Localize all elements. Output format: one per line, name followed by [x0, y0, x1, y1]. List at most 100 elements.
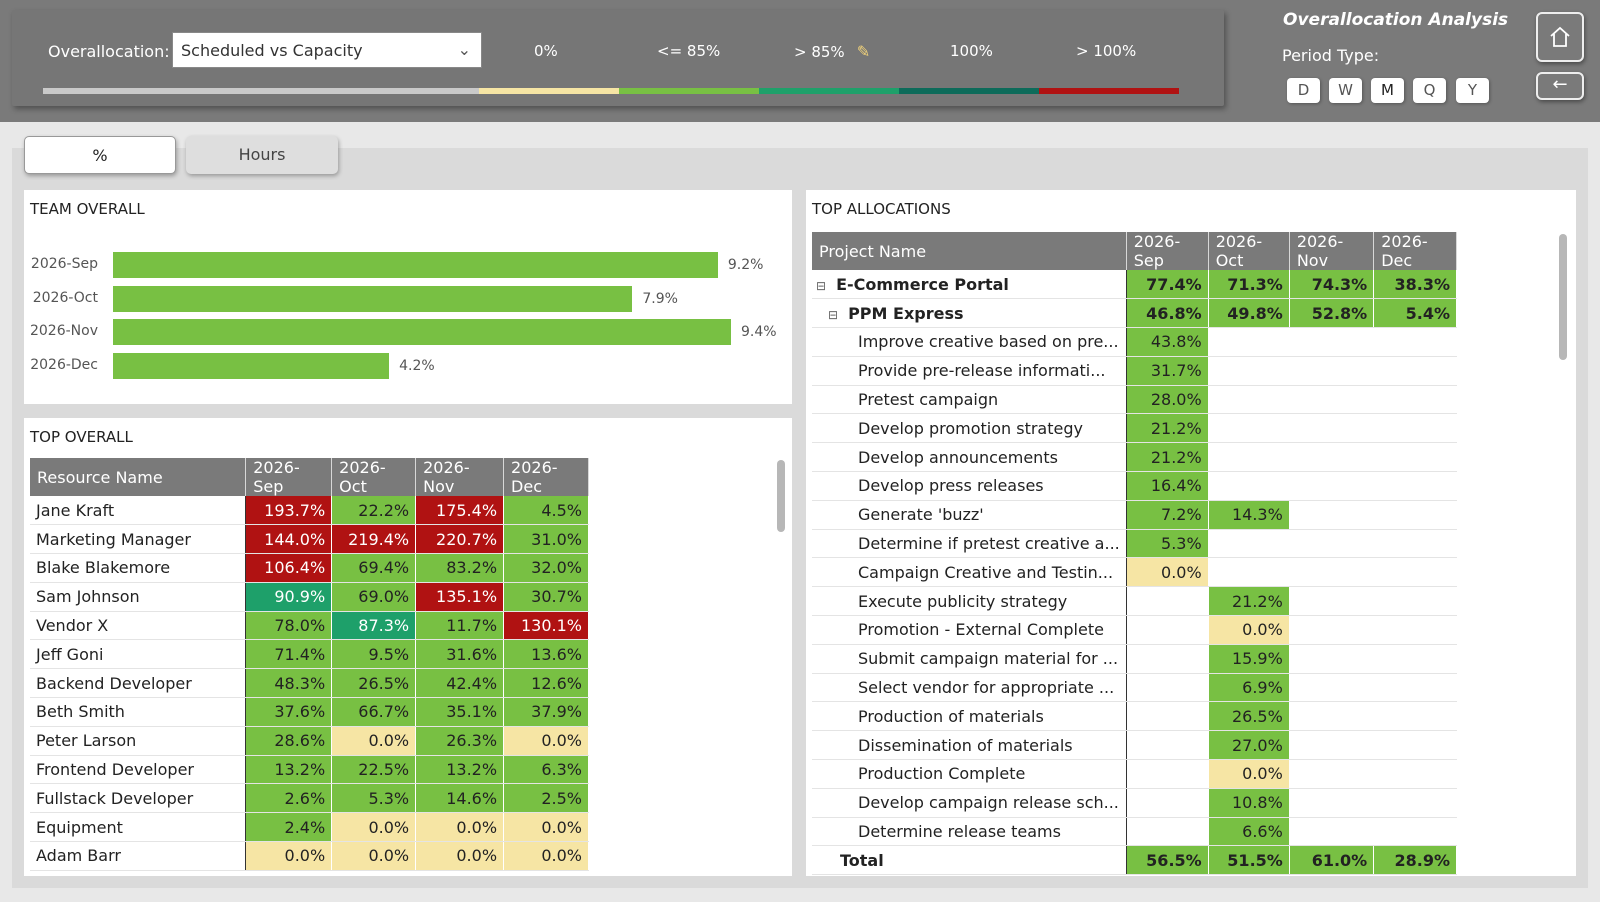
table-row[interactable]: Jeff Goni 71.4% 9.5% 31.6% 13.6% [30, 639, 589, 670]
top-overall-header-row: Resource Name 2026-Sep 2026-Oct 2026-Nov… [30, 458, 589, 496]
column-header-project-name[interactable]: Project Name [812, 232, 1127, 270]
value-cell [1208, 356, 1290, 386]
value-cell: 37.6% [245, 697, 333, 727]
tab-percent[interactable]: % [24, 136, 176, 174]
bar-2026-oct[interactable] [113, 285, 633, 312]
value-cell: 0.0% [331, 812, 417, 843]
value-cell: 69.4% [331, 553, 417, 583]
value-cell: 31.6% [415, 639, 505, 670]
collapse-icon[interactable]: ⊟ [816, 278, 827, 293]
table-row[interactable]: Develop promotion strategy 21.2% [812, 413, 1457, 444]
period-button-m[interactable]: M [1371, 78, 1404, 103]
value-cell [1289, 442, 1375, 473]
collapse-icon[interactable]: ⊟ [828, 307, 839, 322]
pencil-icon[interactable]: ✎ [856, 42, 871, 61]
column-header-resource-name[interactable]: Resource Name [30, 458, 247, 496]
table-row[interactable]: Production Complete 0.0% [812, 759, 1457, 789]
value-cell: 0.0% [331, 841, 417, 871]
column-header-dec[interactable]: 2026-Dec [503, 458, 589, 496]
resource-name-cell: Equipment [30, 812, 247, 843]
value-cell: 0.0% [1208, 759, 1290, 789]
value-cell: 90.9% [245, 582, 333, 612]
table-row[interactable]: Sam Johnson 90.9% 69.0% 135.1% 30.7% [30, 582, 589, 612]
column-header-oct[interactable]: 2026-Oct [331, 458, 417, 496]
value-cell: 6.3% [503, 755, 589, 785]
table-row[interactable]: Dissemination of materials 27.0% [812, 730, 1457, 761]
scrollbar-thumb[interactable] [1559, 234, 1567, 360]
resource-name-cell: Adam Barr [30, 841, 247, 871]
bar-value-label: 9.2% [727, 257, 764, 273]
bar-2026-dec[interactable] [113, 352, 390, 379]
table-row[interactable]: Frontend Developer 13.2% 22.5% 13.2% 6.3% [30, 755, 589, 785]
table-row[interactable]: Backend Developer 48.3% 26.5% 42.4% 12.6% [30, 668, 589, 699]
value-cell: 30.7% [503, 582, 589, 612]
total-row: Total 56.5% 51.5% 61.0% 28.9% [812, 845, 1457, 876]
table-row[interactable]: Provide pre-release informati... 31.7% [812, 356, 1457, 386]
overallocation-dropdown[interactable]: Scheduled vs Capacity ⌄ [172, 32, 482, 68]
period-button-d[interactable]: D [1287, 78, 1320, 103]
tab-hours[interactable]: Hours [186, 136, 338, 174]
top-allocations-header-row: Project Name 2026-Sep 2026-Oct 2026-Nov … [812, 232, 1457, 270]
value-cell: 22.5% [331, 755, 417, 785]
table-row[interactable]: Develop press releases 16.4% [812, 471, 1457, 501]
column-header-sep[interactable]: 2026-Sep [245, 458, 333, 496]
column-header-sep[interactable]: 2026-Sep [1126, 232, 1209, 270]
table-row[interactable]: Blake Blakemore 106.4% 69.4% 83.2% 32.0% [30, 553, 589, 583]
value-cell [1289, 557, 1375, 588]
table-row[interactable]: Fullstack Developer 2.6% 5.3% 14.6% 2.5% [30, 783, 589, 814]
project-name: Determine release teams [858, 822, 1061, 842]
table-row[interactable]: Vendor X 78.0% 87.3% 11.7% 130.1% [30, 611, 589, 641]
column-header-nov[interactable]: 2026-Nov [415, 458, 505, 496]
value-cell: 66.7% [331, 697, 417, 727]
column-header-oct[interactable]: 2026-Oct [1208, 232, 1290, 270]
resource-name-cell: Fullstack Developer [30, 783, 247, 814]
table-row[interactable]: Peter Larson 28.6% 0.0% 26.3% 0.0% [30, 726, 589, 756]
period-button-q[interactable]: Q [1413, 78, 1446, 103]
table-row[interactable]: Marketing Manager 144.0% 219.4% 220.7% 31.0% [30, 524, 589, 555]
table-row[interactable]: Equipment 2.4% 0.0% 0.0% 0.0% [30, 812, 589, 843]
column-header-nov[interactable]: 2026-Nov [1289, 232, 1375, 270]
value-cell: 0.0% [1208, 615, 1290, 645]
value-cell [1373, 529, 1457, 559]
table-row[interactable]: Promotion - External Complete 0.0% [812, 615, 1457, 645]
table-row[interactable]: Production of materials 26.5% [812, 701, 1457, 732]
back-button[interactable]: ← [1536, 72, 1584, 100]
value-cell: 31.7% [1126, 356, 1209, 386]
table-row[interactable]: Adam Barr 0.0% 0.0% 0.0% 0.0% [30, 841, 589, 871]
table-row[interactable]: Pretest campaign 28.0% [812, 385, 1457, 415]
value-cell: 9.5% [331, 639, 417, 670]
value-cell: 193.7% [245, 496, 333, 526]
bar-2026-nov[interactable] [113, 319, 731, 345]
table-row[interactable]: Execute publicity strategy 21.2% [812, 586, 1457, 617]
project-name: Production of materials [858, 706, 1044, 726]
table-row[interactable]: ⊟ E-Commerce Portal 77.4% 71.3% 74.3% 38.3% [812, 270, 1457, 300]
table-row[interactable]: Campaign Creative and Testin... 0.0% [812, 557, 1457, 588]
table-row[interactable]: Beth Smith 37.6% 66.7% 35.1% 37.9% [30, 697, 589, 727]
table-row[interactable]: Develop announcements 21.2% [812, 442, 1457, 473]
period-button-w[interactable]: W [1329, 78, 1362, 103]
project-name-cell: Provide pre-release informati... [812, 356, 1127, 386]
scrollbar-thumb[interactable] [777, 460, 785, 532]
table-row[interactable]: Determine if pretest creative a... 5.3% [812, 529, 1457, 559]
category-label: 2026-Dec [30, 356, 98, 373]
value-cell [1208, 327, 1290, 357]
table-row[interactable]: ⊟ PPM Express 46.8% 49.8% 52.8% 5.4% [812, 298, 1457, 329]
column-header-dec[interactable]: 2026-Dec [1373, 232, 1457, 270]
value-cell: 2.6% [245, 783, 333, 814]
table-row[interactable]: Select vendor for appropriate ... 6.9% [812, 673, 1457, 703]
table-row[interactable]: Determine release teams 6.6% [812, 817, 1457, 847]
period-button-y[interactable]: Y [1456, 78, 1489, 103]
table-row[interactable]: Develop campaign release sch... 10.8% [812, 788, 1457, 818]
resource-name-cell: Marketing Manager [30, 524, 247, 555]
value-cell [1373, 644, 1457, 674]
table-row[interactable]: Generate 'buzz' 7.2% 14.3% [812, 500, 1457, 530]
table-row[interactable]: Submit campaign material for ... 15.9% [812, 644, 1457, 674]
home-button[interactable] [1536, 12, 1584, 62]
project-name: Promotion - External Complete [858, 620, 1104, 640]
table-row[interactable]: Jane Kraft 193.7% 22.2% 175.4% 4.5% [30, 496, 589, 526]
project-name: PPM Express [848, 303, 964, 323]
project-name-cell: Develop announcements [812, 442, 1127, 473]
bar-2026-sep[interactable] [113, 252, 718, 278]
table-row[interactable]: Improve creative based on pre... 43.8% [812, 327, 1457, 357]
value-cell: 130.1% [503, 611, 589, 641]
